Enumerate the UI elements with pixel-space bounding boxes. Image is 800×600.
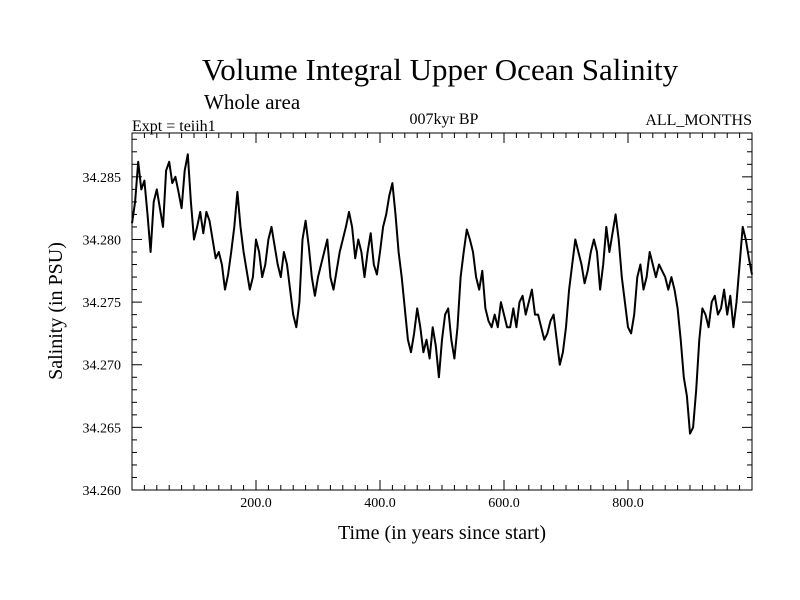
y-tick-labels: 34.260 34.265 34.270 34.275 34.280 34.285 xyxy=(83,171,122,499)
salinity-series-line xyxy=(131,153,753,435)
x-axis-label: Time (in years since start) xyxy=(338,522,546,544)
y-axis-label: Salinity (in PSU) xyxy=(45,242,67,380)
x-tick-label: 400.0 xyxy=(364,496,396,511)
x-tick-labels: 200.0 400.0 600.0 800.0 xyxy=(240,496,644,511)
chart-subtitle: Whole area xyxy=(204,90,301,114)
chart-title: Volume Integral Upper Ocean Salinity xyxy=(202,52,679,87)
y-tick-label: 34.275 xyxy=(83,296,122,311)
y-tick-label: 34.270 xyxy=(83,359,122,374)
y-tick-label: 34.265 xyxy=(83,421,122,436)
x-tick-label: 200.0 xyxy=(240,496,272,511)
expt-label: Expt = teiih1 xyxy=(132,118,216,135)
y-tick-label: 34.280 xyxy=(83,233,122,248)
x-tick-label: 600.0 xyxy=(488,496,520,511)
y-tick-label: 34.260 xyxy=(83,484,122,499)
plot-frame xyxy=(131,132,753,491)
months-label: ALL_MONTHS xyxy=(645,112,752,129)
y-tick-label: 34.285 xyxy=(83,171,122,186)
axis-ticks xyxy=(131,133,753,491)
x-tick-label: 800.0 xyxy=(612,496,644,511)
period-label: 007kyr BP xyxy=(410,111,479,128)
